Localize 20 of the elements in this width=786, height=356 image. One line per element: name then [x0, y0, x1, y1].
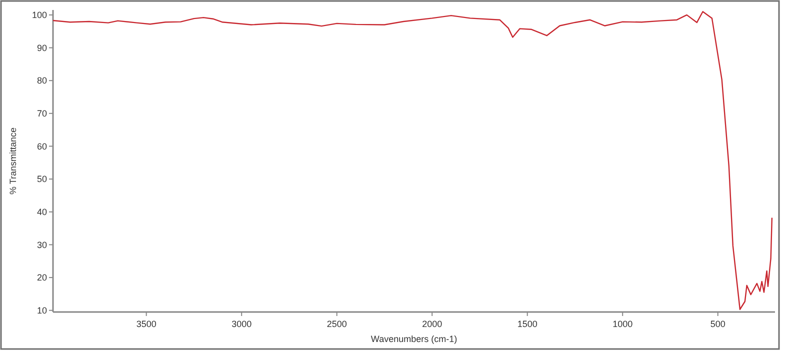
x-tick-label: 3000: [232, 319, 252, 329]
y-tick-label: 30: [36, 240, 47, 250]
x-tick-label: 1500: [517, 319, 538, 329]
y-tick-label: 80: [36, 76, 47, 86]
line-series: [52, 11, 773, 310]
x-tick-label: 2000: [422, 319, 442, 329]
y-tick-label: 60: [36, 141, 47, 152]
y-tick-label: 40: [36, 207, 47, 218]
x-axis-title: Wavenumbers (cm-1): [370, 334, 458, 344]
x-tick-label: 1000: [612, 319, 633, 329]
x-tick-label: 500: [710, 319, 726, 329]
y-tick-label: 50: [36, 174, 47, 184]
y-tick-label: 100: [32, 10, 47, 20]
x-tick-label: 2500: [326, 319, 347, 329]
x-tick-label: 3500: [136, 319, 156, 329]
y-axis-title: % Transmittance: [8, 127, 18, 195]
y-tick-label: 10: [36, 306, 47, 316]
y-tick-label: 20: [36, 272, 47, 283]
y-tick-label: 70: [36, 108, 47, 119]
y-tick-label: 90: [36, 42, 47, 53]
